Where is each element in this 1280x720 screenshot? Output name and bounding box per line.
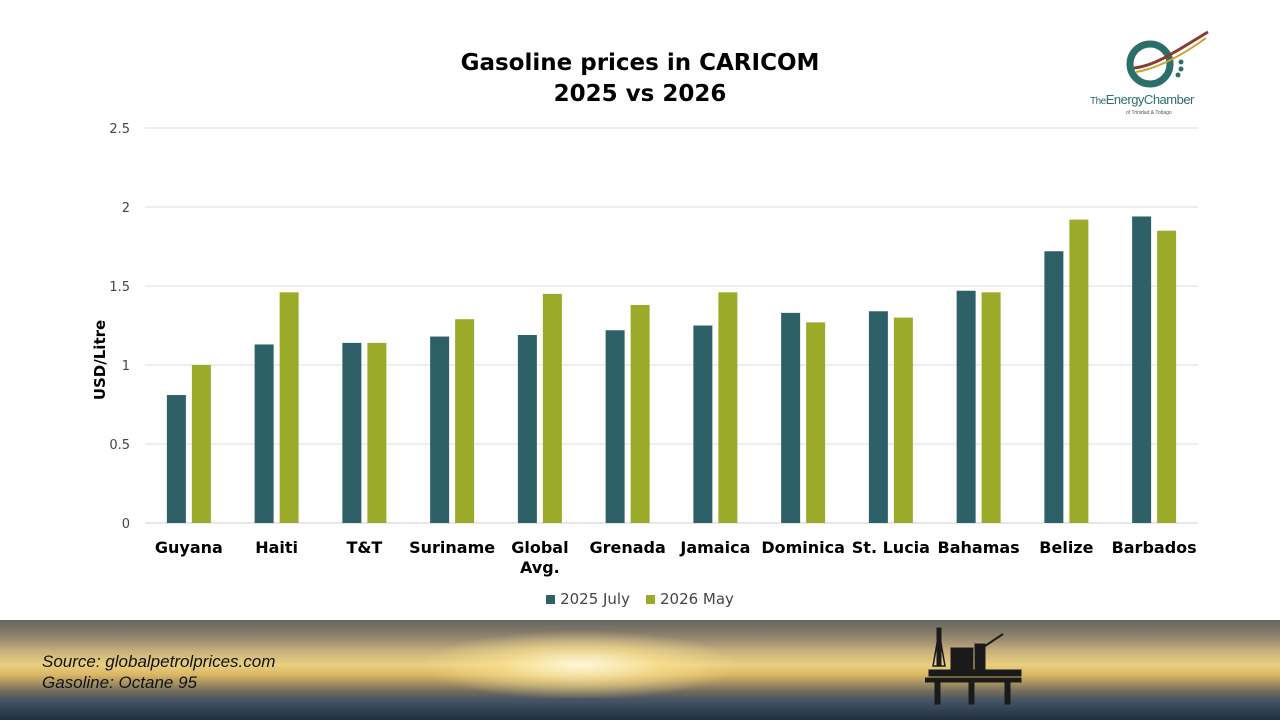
legend-swatch-2026 bbox=[645, 594, 655, 604]
bar-2025 bbox=[1132, 216, 1152, 524]
x-tick-label: Barbados bbox=[1112, 538, 1197, 557]
bar-2025 bbox=[517, 334, 537, 523]
x-tick-label: Grenada bbox=[589, 538, 665, 557]
x-tick-label: T&T bbox=[346, 538, 382, 557]
bar-2025 bbox=[430, 336, 450, 523]
logo-wordmark: TheEnergyChamber bbox=[1090, 92, 1194, 107]
bar-2025 bbox=[1044, 251, 1064, 524]
chart-title: Gasoline prices in CARICOM 2025 vs 2026 bbox=[0, 48, 1280, 110]
bar-2026 bbox=[981, 292, 1001, 523]
bar-2025 bbox=[781, 312, 801, 523]
x-tick-label: St. Lucia bbox=[852, 538, 930, 557]
bar-2026 bbox=[806, 322, 826, 523]
y-tick-label: 1 bbox=[122, 359, 130, 374]
bar-chart: 0 0.5 1 1.5 2 2.5 Guyana Haiti T&T Suriname Globa… bbox=[91, 122, 1198, 577]
bar-2026 bbox=[630, 304, 650, 523]
bars bbox=[166, 216, 1177, 524]
logo-prefix: The bbox=[1090, 96, 1106, 107]
legend-label-2026: 2026 May bbox=[659, 590, 734, 608]
y-tick-label: 0.5 bbox=[109, 438, 130, 453]
y-tick-label: 0 bbox=[122, 517, 130, 532]
bar-2026 bbox=[279, 292, 299, 523]
bar-2026 bbox=[718, 292, 738, 523]
gridlines bbox=[145, 127, 1198, 524]
y-tick-label: 1.5 bbox=[109, 280, 130, 295]
energy-chamber-logo: TheEnergyChamber of Trinidad & Tobago bbox=[1086, 28, 1228, 118]
y-axis-label: USD/Litre bbox=[91, 320, 109, 400]
chart-title-line-1: Gasoline prices in CARICOM bbox=[460, 50, 820, 76]
x-tick-label: Global Avg. bbox=[511, 538, 568, 577]
sea-background bbox=[0, 698, 1280, 720]
bar-2026 bbox=[455, 319, 475, 523]
y-tick-label: 2 bbox=[122, 201, 130, 216]
chart-legend: 2025 July 2026 May bbox=[0, 590, 1280, 608]
x-tick-label: Haiti bbox=[255, 538, 298, 557]
logo-name: EnergyChamber bbox=[1105, 92, 1195, 107]
bar-2026 bbox=[893, 317, 913, 523]
legend-label-2025: 2025 July bbox=[560, 590, 630, 608]
oil-rig-icon bbox=[925, 627, 1022, 705]
legend-item-2026: 2026 May bbox=[645, 590, 734, 608]
chart-title-line-2: 2025 vs 2026 bbox=[553, 81, 727, 107]
bar-2026 bbox=[1069, 219, 1089, 523]
bar-2025 bbox=[166, 395, 186, 523]
legend-swatch-2025 bbox=[546, 594, 556, 604]
x-axis-labels: Guyana Haiti T&T Suriname Global Avg. Grenada J… bbox=[155, 538, 1197, 577]
source-note: Source: globalpetrolprices.com Gasoline:… bbox=[42, 651, 275, 693]
y-tick-label: 2.5 bbox=[109, 122, 130, 137]
source-text: Source: globalpetrolprices.com bbox=[42, 652, 276, 671]
bar-2026 bbox=[542, 293, 562, 523]
bar-2025 bbox=[868, 311, 888, 523]
footer-sunset-banner bbox=[0, 620, 1280, 720]
bar-2025 bbox=[342, 342, 362, 523]
bar-2025 bbox=[693, 325, 713, 523]
x-tick-label: Guyana bbox=[155, 538, 223, 557]
x-tick-label: Suriname bbox=[409, 538, 495, 557]
x-tick-label: Bahamas bbox=[938, 538, 1020, 557]
x-tick-label: Dominica bbox=[761, 538, 845, 557]
bar-2025 bbox=[956, 290, 976, 523]
bar-2026 bbox=[191, 365, 211, 523]
logo-subtitle: of Trinidad & Tobago bbox=[1126, 110, 1172, 116]
fuel-note: Gasoline: Octane 95 bbox=[42, 673, 197, 692]
bar-2025 bbox=[254, 344, 274, 523]
x-tick-label: Belize bbox=[1039, 538, 1093, 557]
legend-item-2025: 2025 July bbox=[546, 590, 630, 608]
x-tick-label: Jamaica bbox=[679, 538, 750, 557]
logo-mark-icon bbox=[1126, 30, 1209, 88]
bar-2026 bbox=[367, 342, 387, 523]
bar-2026 bbox=[1157, 230, 1177, 523]
y-axis-ticks: 0 0.5 1 1.5 2 2.5 bbox=[109, 122, 130, 532]
bar-2025 bbox=[605, 330, 625, 523]
